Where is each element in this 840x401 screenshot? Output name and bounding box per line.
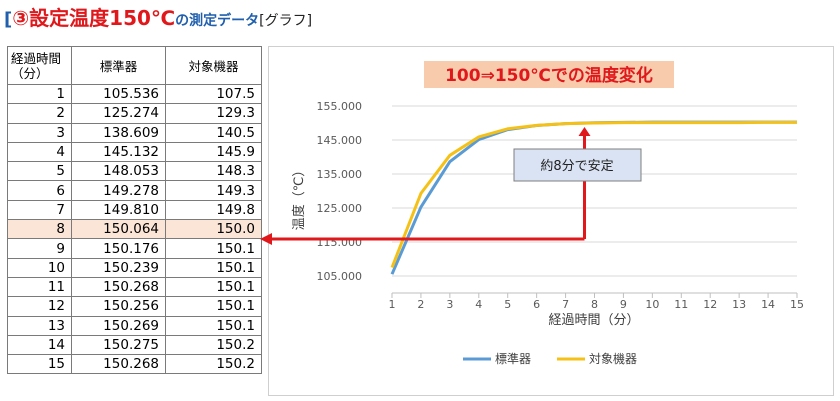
measurement-table: 経過時間 （分） 標準器 対象機器 1 105.536 107.5 2 125.274 1… — [7, 46, 262, 375]
x-tick-label: 6 — [533, 298, 540, 311]
header-standard: 標準器 — [71, 46, 166, 85]
cell-elapsed-time: 15 — [7, 354, 72, 375]
chart-title: 100⇒150℃での温度変化 — [445, 65, 653, 86]
table-row: 12 150.256 150.1 — [7, 296, 262, 317]
cell-standard: 150.239 — [71, 257, 166, 278]
table-row: 5 148.053 148.3 — [7, 161, 262, 182]
y-tick-label: 155.000 — [317, 100, 363, 113]
cell-target-device: 150.1 — [165, 238, 262, 259]
x-tick-label: 14 — [761, 298, 775, 311]
cell-target-device: 149.3 — [165, 180, 262, 201]
header-target-device: 対象機器 — [165, 46, 262, 85]
cell-standard: 125.274 — [71, 103, 166, 124]
table-row: 15 150.268 150.2 — [7, 354, 262, 375]
table-row: 2 125.274 129.3 — [7, 103, 262, 124]
y-tick-label: 135.000 — [317, 168, 363, 181]
cell-standard: 150.269 — [71, 315, 166, 336]
x-tick-label: 11 — [674, 298, 688, 311]
x-tick-label: 3 — [446, 298, 453, 311]
chart-frame — [268, 46, 834, 396]
y-tick-label: 105.000 — [317, 270, 363, 283]
legend-label-target-device: 対象機器 — [589, 351, 637, 366]
cell-standard: 148.053 — [71, 161, 166, 182]
arrow-head-left — [260, 233, 272, 245]
cell-target-device: 150.2 — [165, 354, 262, 375]
annotation-text: 約8分で安定 — [540, 159, 613, 174]
header-elapsed-time-label: 経過時間 （分） — [11, 50, 62, 81]
x-tick-label: 15 — [790, 298, 804, 311]
page-heading: [③設定温度150℃の測定データ[グラフ] — [4, 3, 312, 33]
table-row: 11 150.268 150.1 — [7, 276, 262, 298]
x-tick-label: 12 — [703, 298, 717, 311]
y-axis-label: 温度（℃） — [291, 164, 307, 231]
cell-standard: 138.609 — [71, 122, 166, 143]
table-row: 3 138.609 140.5 — [7, 122, 262, 143]
x-tick-label: 7 — [562, 298, 569, 311]
table-row: 14 150.275 150.2 — [7, 334, 262, 356]
table-row: 10 150.239 150.1 — [7, 257, 262, 278]
table-row: 8 150.064 150.0 — [7, 219, 262, 240]
heading-bracket: [ — [4, 9, 13, 30]
heading-tag: [グラフ] — [259, 13, 313, 29]
cell-target-device: 150.1 — [165, 257, 262, 278]
cell-target-device: 150.2 — [165, 334, 262, 356]
y-tick-label: 145.000 — [317, 134, 363, 147]
x-tick-label: 13 — [732, 298, 746, 311]
x-axis-label: 経過時間（分） — [548, 313, 639, 328]
x-tick-label: 10 — [645, 298, 659, 311]
x-tick-label: 9 — [620, 298, 627, 311]
series-line-standard — [390, 120, 798, 275]
cell-elapsed-time: 13 — [7, 315, 72, 336]
series-line-target-device — [390, 120, 797, 269]
x-tick-label: 5 — [504, 298, 511, 311]
cell-elapsed-time: 8 — [7, 219, 72, 240]
x-tick-label: 4 — [475, 298, 482, 311]
table-row: 9 150.176 150.1 — [7, 238, 262, 259]
arrow-head-up — [578, 127, 591, 136]
cell-standard: 150.256 — [71, 296, 166, 317]
x-tick-label: 2 — [417, 298, 424, 311]
cell-target-device: 150.0 — [165, 219, 262, 240]
cell-standard: 150.176 — [71, 238, 166, 259]
cell-standard: 149.278 — [71, 180, 166, 201]
table-row: 4 145.132 145.9 — [7, 141, 262, 163]
table-body: 1 105.536 107.5 2 125.274 129.3 3 138.609 140.5 4… — [7, 83, 262, 375]
table-row: 6 149.278 149.3 — [7, 180, 262, 201]
cell-target-device: 149.8 — [165, 199, 262, 221]
legend-label-standard: 標準器 — [495, 351, 531, 366]
x-tick-label: 8 — [591, 298, 598, 311]
x-tick-label: 1 — [389, 298, 396, 311]
annotation-box — [513, 148, 642, 182]
header-elapsed-time: 経過時間 （分） — [7, 46, 72, 85]
cell-target-device: 107.5 — [165, 83, 262, 105]
heading-title: ③設定温度150℃ — [12, 6, 176, 30]
y-tick-label: 125.000 — [317, 202, 363, 215]
table-header-row: 経過時間 （分） 標準器 対象機器 — [7, 46, 262, 85]
heading-subtitle: の測定データ — [175, 13, 260, 29]
chart-title-background — [424, 61, 674, 88]
cell-target-device: 150.1 — [165, 276, 262, 298]
